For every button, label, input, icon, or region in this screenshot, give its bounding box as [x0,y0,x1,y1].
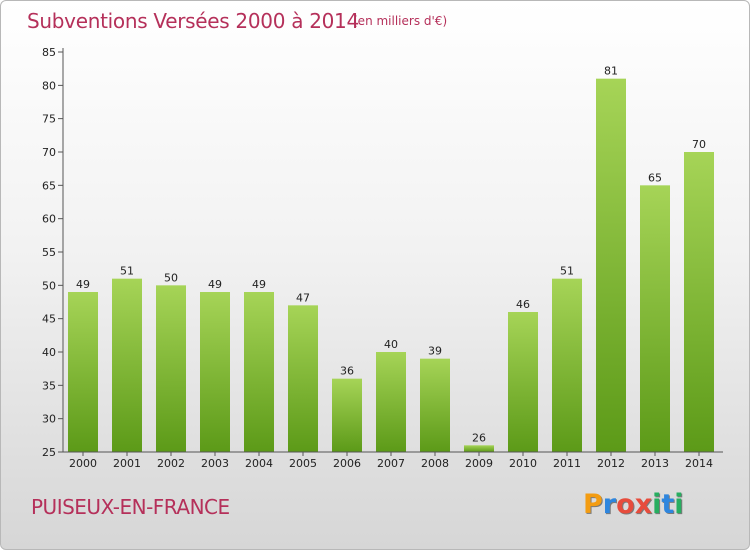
value-label-2012: 81 [604,65,618,78]
x-tick-label-2014: 2014 [685,457,713,470]
value-label-2008: 39 [428,345,442,358]
y-tick-label-85: 85 [42,46,56,59]
bar-2012 [596,78,626,453]
x-tick-label-2009: 2009 [465,457,493,470]
bar-2010 [508,312,538,452]
x-tick-label-2010: 2010 [509,457,537,470]
y-tick-label-70: 70 [42,146,56,159]
value-label-2013: 65 [648,171,662,184]
x-tick-label-2008: 2008 [421,457,449,470]
x-tick-label-2001: 2001 [113,457,141,470]
logo-letter: t [661,489,675,520]
y-tick-label-40: 40 [42,346,56,359]
bar-2009 [464,445,494,452]
logo-letter: P [583,489,603,520]
value-label-2000: 49 [76,278,90,291]
x-tick-label-2003: 2003 [201,457,229,470]
y-tick-label-35: 35 [42,379,56,392]
bar-2008 [420,358,450,452]
x-tick-label-2012: 2012 [597,457,625,470]
value-label-2006: 36 [340,365,354,378]
x-tick-label-2007: 2007 [377,457,405,470]
bar-2002 [156,285,186,452]
x-tick-label-2000: 2000 [69,457,97,470]
bar-2004 [244,292,274,452]
bar-2000 [68,292,98,452]
logo-letter: x [634,489,653,520]
bar-2011 [552,278,582,452]
y-tick-label-60: 60 [42,213,56,226]
bar-2005 [288,305,318,452]
x-tick-label-2004: 2004 [245,457,273,470]
y-tick-label-55: 55 [42,246,56,259]
y-tick-label-80: 80 [42,79,56,92]
proxiti-logo: Proxiti [583,489,684,520]
y-tick-label-45: 45 [42,313,56,326]
bar-2013 [640,185,670,453]
y-tick-label-75: 75 [42,113,56,126]
x-tick-label-2013: 2013 [641,457,669,470]
x-tick-label-2011: 2011 [553,457,581,470]
x-tick-label-2006: 2006 [333,457,361,470]
value-label-2003: 49 [208,278,222,291]
chart-title: Subventions Versées 2000 à 2014 [27,9,359,33]
value-label-2010: 46 [516,298,530,311]
bar-2006 [332,378,362,452]
value-label-2002: 50 [164,271,178,284]
value-label-2011: 51 [560,265,574,278]
value-label-2005: 47 [296,291,310,304]
chart-subtitle: (en milliers d'€) [353,14,448,28]
logo-letter: r [602,489,617,520]
bar-2007 [376,352,406,452]
logo-letter: i [674,489,684,520]
value-label-2007: 40 [384,338,398,351]
value-label-2004: 49 [252,278,266,291]
bar-2014 [684,152,714,452]
y-tick-label-25: 25 [42,446,56,459]
logo-letter: i [652,489,662,520]
y-tick-label-50: 50 [42,279,56,292]
x-tick-label-2005: 2005 [289,457,317,470]
value-label-2014: 70 [692,138,706,151]
bar-2001 [112,278,142,452]
y-tick-label-30: 30 [42,413,56,426]
y-tick-label-65: 65 [42,179,56,192]
value-label-2001: 51 [120,265,134,278]
value-label-2009: 26 [472,431,486,444]
commune-name: PUISEUX-EN-FRANCE [31,495,230,519]
x-tick-label-2002: 2002 [157,457,185,470]
logo-letter: o [616,489,635,520]
bar-2003 [200,292,230,452]
